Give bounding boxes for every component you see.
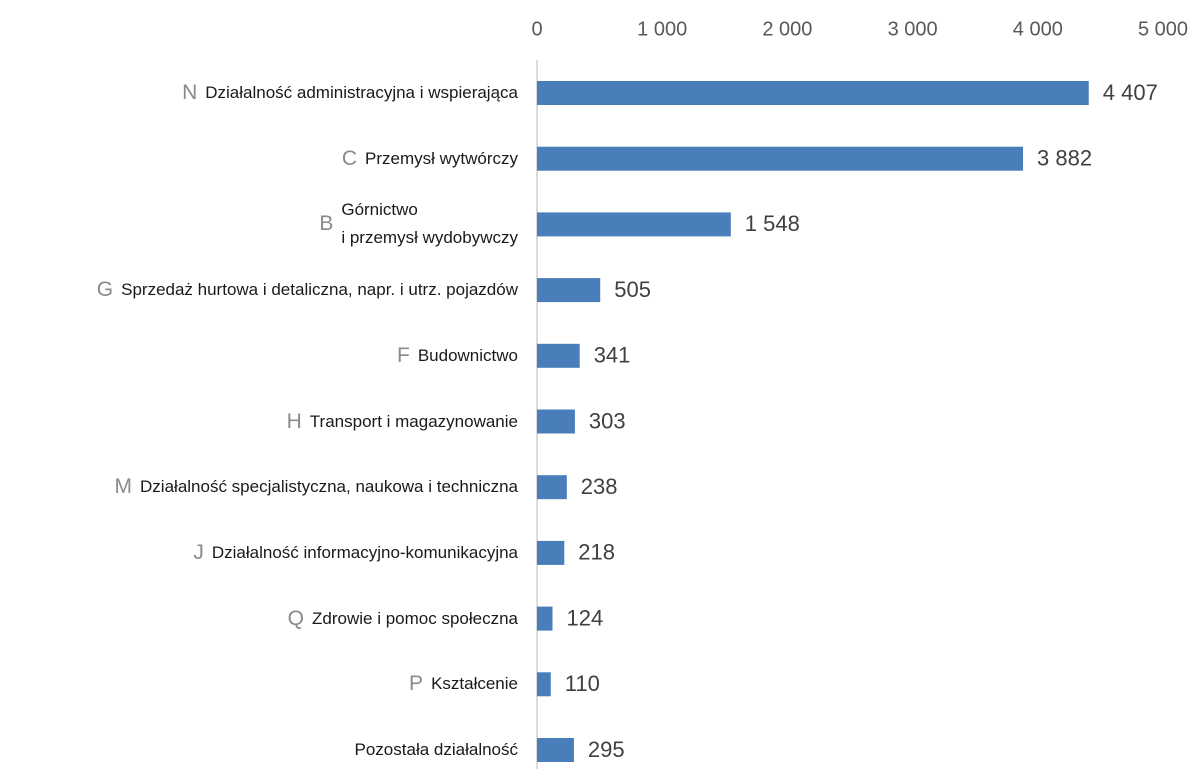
category-label: N Działalność administracyjna i wspierają… — [182, 79, 518, 107]
bar — [537, 672, 551, 697]
category-label: Q Zdrowie i pomoc społeczna — [288, 605, 518, 633]
category-label: G Sprzedaż hurtowa i detaliczna, napr. i … — [97, 276, 518, 304]
section-code: C — [341, 146, 357, 170]
section-code: J — [193, 540, 204, 564]
value-label: 4 407 — [1103, 80, 1158, 105]
x-tick-label: 1 000 — [637, 18, 687, 40]
bar — [537, 212, 731, 237]
section-code: G — [96, 278, 114, 302]
section-code: F — [397, 343, 410, 367]
category-name: Działalność administracyjna i wspierając… — [205, 83, 518, 102]
bar — [537, 738, 574, 762]
section-code: N — [182, 81, 198, 104]
value-label: 238 — [581, 474, 618, 499]
section-code: P — [409, 672, 424, 696]
value-label: 303 — [589, 408, 626, 433]
x-tick-label: 0 — [531, 18, 542, 40]
value-label: 295 — [588, 737, 625, 762]
bar — [537, 606, 553, 631]
category-name: Działalność specjalistyczna, naukowa i t… — [140, 477, 518, 497]
section-code: Q — [287, 606, 305, 630]
section-code: M — [114, 475, 133, 499]
category-label: B Górnictwo i przemysł wydobywczy — [319, 196, 518, 252]
section-code: H — [286, 409, 302, 433]
value-label: 341 — [594, 343, 631, 368]
bar — [537, 409, 575, 434]
category-name: Kształcenie — [431, 674, 518, 694]
x-tick-label: 2 000 — [762, 18, 812, 40]
bar — [537, 81, 1089, 105]
category-label: M Działalność specjalistyczna, naukowa i … — [115, 473, 518, 501]
category-label: H Transport i magazynowanie — [287, 408, 518, 436]
category-name: Zdrowie i pomoc społeczna — [312, 608, 518, 628]
x-tick-label: 3 000 — [888, 18, 938, 40]
bar — [537, 540, 565, 565]
value-label: 3 882 — [1037, 146, 1092, 171]
section-code: B — [319, 212, 334, 236]
category-name: Sprzedaż hurtowa i detaliczna, napr. i u… — [121, 280, 518, 300]
category-name: Budownictwo — [417, 345, 518, 365]
value-label: 218 — [578, 540, 615, 565]
bar — [537, 278, 601, 303]
x-tick-label: 5 000 — [1138, 18, 1188, 40]
x-tick-label: 4 000 — [1013, 18, 1063, 40]
category-label: C Przemysł wytwórczy — [342, 145, 518, 173]
category-label: J Działalność informacyjno-komunikacyjna — [193, 539, 518, 567]
value-label: 505 — [614, 277, 651, 302]
value-label: 124 — [567, 605, 604, 630]
category-label: Pozostała działalność — [355, 736, 518, 764]
category-name: Transport i magazynowanie — [309, 411, 518, 431]
bar — [537, 146, 1024, 171]
category-name: Górnictwo i przemysł wydobywczy — [341, 200, 518, 248]
category-label: P Kształcenie — [409, 670, 518, 698]
bar — [537, 475, 567, 500]
value-label: 1 548 — [745, 211, 800, 236]
category-name: Pozostała działalność — [354, 740, 518, 759]
value-label: 110 — [565, 671, 600, 696]
category-name: Działalność informacyjno-komunikacyjna — [211, 542, 518, 562]
bar — [537, 343, 580, 368]
category-label: F Budownictwo — [397, 342, 518, 370]
category-name: Przemysł wytwórczy — [364, 148, 518, 168]
